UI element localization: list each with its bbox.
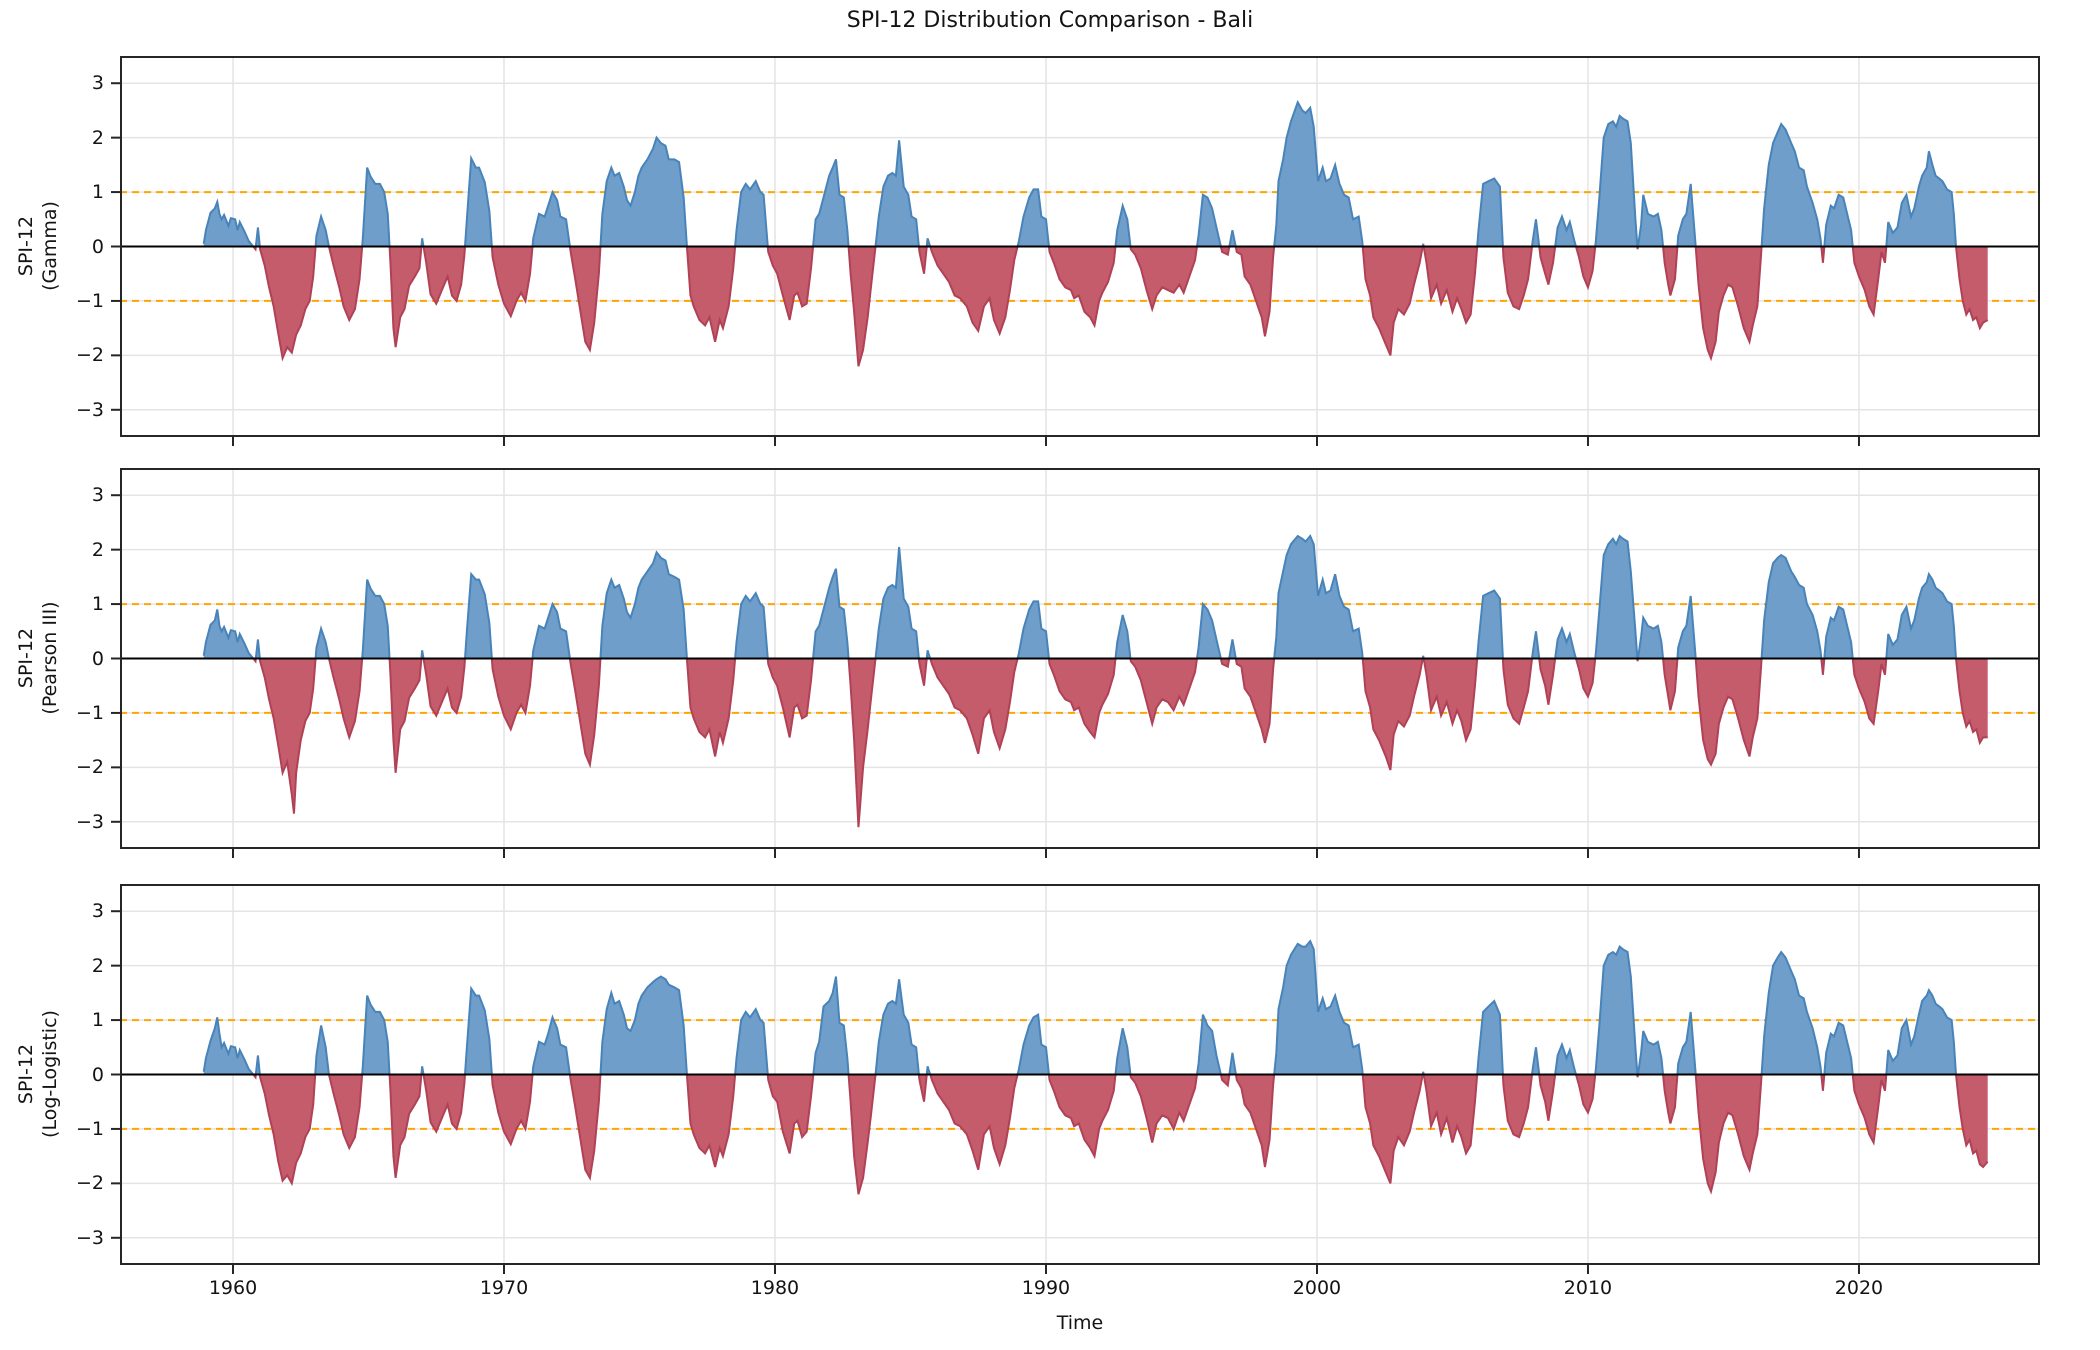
x-tick-label: 2020 — [1834, 1277, 1884, 1299]
x-tick-label: 1970 — [479, 1277, 529, 1299]
figure-title: SPI-12 Distribution Comparison - Bali — [846, 8, 1254, 33]
y-tick-label: −1 — [75, 1117, 104, 1140]
y-tick-label: 1 — [91, 1009, 104, 1032]
wet-area — [203, 941, 1988, 1075]
x-tick-label: 2000 — [1292, 1277, 1342, 1299]
y-tick-label: 0 — [91, 1063, 104, 1086]
spi-chart-pearson-iii — [111, 468, 2040, 858]
y-tick-label: 2 — [91, 126, 104, 149]
y-tick-label: −3 — [75, 810, 104, 833]
y-tick-label: 3 — [91, 900, 104, 923]
y-tick-label: −2 — [75, 1172, 104, 1195]
y-tick-label: −3 — [75, 1226, 104, 1249]
x-tick-label: 1960 — [208, 1277, 258, 1299]
y-tick-label: −1 — [75, 289, 104, 312]
y-axis-label-line1: SPI-12 — [15, 1043, 37, 1105]
spi-chart-gamma — [111, 56, 2040, 446]
y-tick-label: 1 — [91, 181, 104, 204]
spi-chart-log-logistic — [111, 884, 2040, 1274]
y-tick-label: 2 — [91, 538, 104, 561]
y-tick-label: −3 — [75, 398, 104, 421]
y-tick-label: −1 — [75, 701, 104, 724]
axes-spines — [120, 56, 2040, 437]
y-tick-label: 0 — [91, 647, 104, 670]
dry-area — [203, 1074, 1988, 1195]
x-axis-title: Time — [1056, 1312, 1104, 1334]
panel-log-logistic: SPI-12 (Log-Logistic) 3 2 1 0 −1 −2 −3 1960 1970… — [15, 884, 2040, 1299]
dry-area — [203, 246, 1988, 367]
y-tick-label: 3 — [91, 72, 104, 95]
axes-spines — [120, 468, 2040, 849]
y-axis-label-line1: SPI-12 — [15, 215, 37, 277]
y-tick-label: 2 — [91, 954, 104, 977]
y-axis-label-line1: SPI-12 — [15, 627, 37, 689]
y-tick-label: 3 — [91, 484, 104, 507]
x-tick-label: 1990 — [1021, 1277, 1071, 1299]
y-tick-label: 1 — [91, 593, 104, 616]
x-tick-label: 2010 — [1563, 1277, 1613, 1299]
y-tick-label: −2 — [75, 344, 104, 367]
wet-area — [203, 102, 1988, 247]
wet-area — [203, 536, 1988, 659]
y-tick-label: −2 — [75, 756, 104, 779]
y-tick-label: 0 — [91, 235, 104, 258]
x-tick-label: 1980 — [750, 1277, 800, 1299]
panel-pearson-iii: SPI-12 (Pearson III) 3 2 1 0 −1 −2 −3 — [15, 468, 2040, 858]
axes-spines — [120, 884, 2040, 1265]
dry-area — [203, 658, 1988, 828]
panel-gamma: SPI-12 (Gamma) 3 2 1 0 −1 −2 −3 — [15, 56, 2040, 446]
